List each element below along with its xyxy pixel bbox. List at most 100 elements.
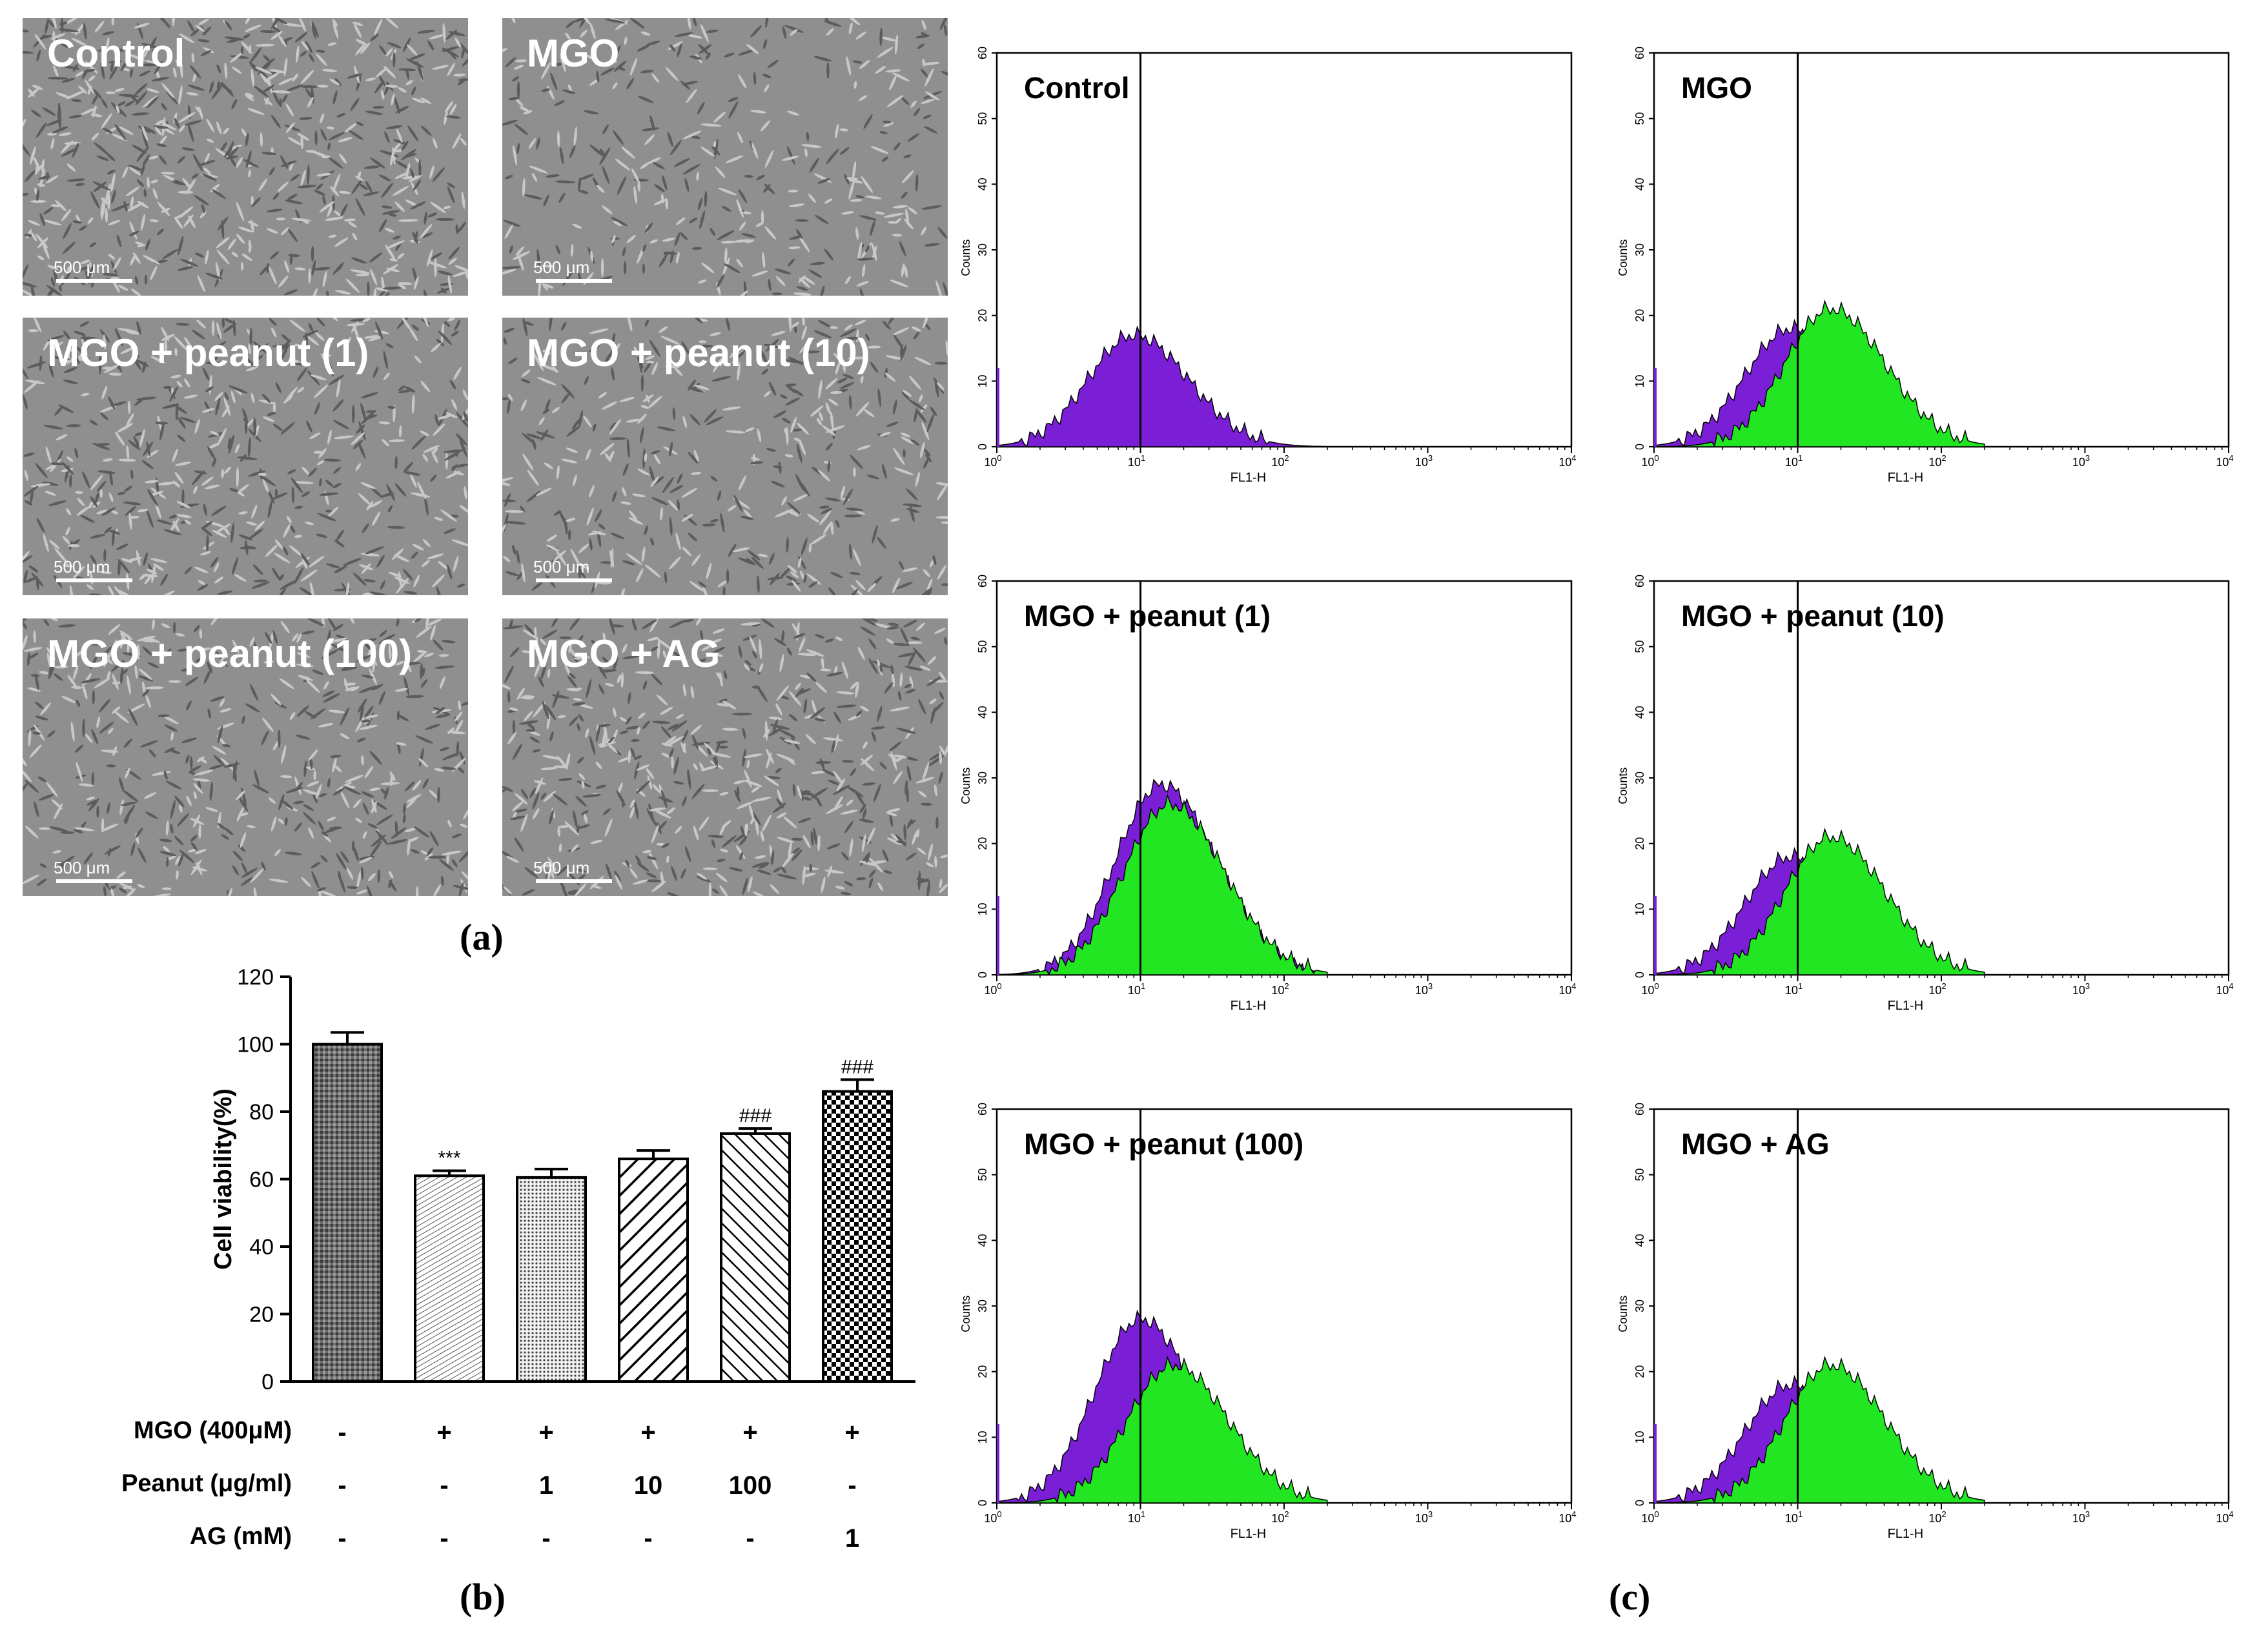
y-axis-label: Counts	[959, 768, 972, 804]
y-tick-label: 0	[976, 1500, 989, 1506]
treatment-cell: -	[746, 1524, 754, 1553]
y-axis-label: Counts	[959, 240, 972, 276]
treatment-cell: -	[440, 1471, 448, 1500]
cell-viability-bar-chart: 0 20 40 60 80 100 120 Cell viability(%) *** ### ##…	[121, 965, 915, 1553]
x-tick-label: 103	[1415, 453, 1433, 469]
y-tick-label: 30	[976, 1300, 989, 1312]
x-tick-label: 101	[1785, 1509, 1803, 1525]
y-tick-label: 40	[976, 706, 989, 719]
x-axis-label: FL1-H	[1231, 471, 1267, 485]
treatment-cell: -	[848, 1471, 856, 1500]
histogram-label: Control	[1024, 71, 1130, 105]
x-tick-label: 100	[1641, 981, 1659, 997]
treatment-cell: -	[338, 1524, 346, 1553]
x-tick-label: 101	[1128, 453, 1145, 469]
treated-histogram	[1653, 1355, 1985, 1504]
x-tick-label: 104	[2216, 981, 2233, 997]
y-tick-label: 100	[237, 1033, 274, 1057]
histogram-panel: 0 10 20 30 40 50 60 Counts 100 101 102 103 104 FL1-H M…	[1617, 46, 2234, 485]
y-tick-label: 60	[976, 1103, 989, 1116]
treatment-cell: 10	[634, 1471, 663, 1500]
y-tick-label: 60	[1633, 1103, 1646, 1116]
histogram-label: MGO + peanut (1)	[1024, 599, 1271, 633]
micrograph-panel: MGO + AG 500 μm	[502, 618, 948, 896]
y-tick-label: 40	[976, 1234, 989, 1247]
x-tick-label: 102	[1271, 453, 1289, 469]
treatment-cell: +	[742, 1418, 757, 1447]
histogram-panel: 0 10 20 30 40 50 60 Counts 100 101 102 103 104 FL1-H M…	[1617, 1103, 2234, 1541]
treatment-cell: -	[644, 1524, 652, 1553]
micrograph-panel: MGO + peanut (1) 500 μm	[23, 318, 468, 595]
scale-bar-label: 500 μm	[533, 858, 590, 877]
scale-bar	[536, 279, 612, 283]
treatment-cell: -	[440, 1524, 448, 1553]
histogram-label: MGO + AG	[1681, 1127, 1830, 1161]
y-tick-label: 50	[1633, 1168, 1646, 1181]
micrograph-label: Control	[47, 32, 185, 75]
scale-bar-label: 500 μm	[54, 557, 110, 576]
y-tick-label: 30	[1633, 1300, 1646, 1312]
x-tick-label: 103	[2072, 981, 2090, 997]
micrograph-label: MGO + peanut (1)	[47, 331, 369, 374]
y-tick-label: 30	[976, 243, 989, 256]
y-tick-label: 30	[976, 771, 989, 784]
scale-bar	[536, 578, 612, 582]
x-axis-label: FL1-H	[1888, 1527, 1924, 1541]
histogram-panel: 0 10 20 30 40 50 60 Counts 100 101 102 103 104 FL1-H M…	[959, 575, 1577, 1013]
micrograph-panel: MGO + peanut (100) 500 μm	[23, 618, 468, 896]
x-tick-label: 102	[1271, 1509, 1289, 1525]
y-tick-label: 60	[976, 46, 989, 59]
y-tick-label: 60	[976, 575, 989, 587]
x-tick-label: 103	[1415, 1509, 1433, 1525]
x-tick-label: 102	[1928, 981, 1946, 997]
y-axis-label: Counts	[1617, 240, 1629, 276]
treated-histogram	[996, 1355, 1328, 1504]
panel-letter-a: (a)	[460, 916, 504, 958]
cell-texture	[23, 318, 468, 595]
treatment-cell: -	[542, 1524, 550, 1553]
treatment-row-label: AG (mM)	[190, 1523, 292, 1550]
y-tick-label: 50	[1633, 112, 1646, 125]
y-tick-label: 60	[1633, 575, 1646, 587]
y-tick-label: 30	[1633, 243, 1646, 256]
bar	[516, 1176, 587, 1383]
y-tick-label: 10	[976, 1431, 989, 1443]
x-axis-label: FL1-H	[1231, 999, 1267, 1013]
y-tick-label: 40	[976, 178, 989, 190]
x-tick-label: 101	[1785, 453, 1803, 469]
x-tick-label: 103	[1415, 981, 1433, 997]
histogram-label: MGO + peanut (10)	[1681, 599, 1945, 633]
panel-letter-c: (c)	[1609, 1576, 1651, 1618]
treatment-cell: +	[538, 1418, 553, 1447]
y-tick-label: 20	[1633, 837, 1646, 850]
x-tick-label: 100	[1641, 1509, 1659, 1525]
x-tick-label: 100	[984, 1509, 1001, 1525]
y-tick-label: 10	[1633, 903, 1646, 915]
y-tick-label: 30	[1633, 771, 1646, 784]
x-tick-label: 102	[1271, 981, 1289, 997]
y-tick-label: 120	[237, 965, 274, 990]
significance-label: ###	[841, 1056, 873, 1077]
y-tick-label: 50	[976, 1168, 989, 1181]
y-tick-label: 20	[976, 309, 989, 322]
y-tick-label: 0	[1633, 972, 1646, 978]
treatment-cell: +	[640, 1418, 655, 1447]
y-tick-label: 60	[1633, 46, 1646, 59]
y-tick-label: 50	[1633, 640, 1646, 653]
y-tick-label: 0	[1633, 444, 1646, 450]
y-tick-label: 20	[249, 1303, 274, 1327]
y-tick-label: 10	[1633, 374, 1646, 387]
cell-texture	[23, 618, 468, 896]
y-axis-label: Cell viability(%)	[210, 1088, 237, 1270]
histogram-label: MGO + peanut (100)	[1024, 1127, 1303, 1161]
x-tick-label: 100	[1641, 453, 1659, 469]
micrograph-panel: MGO 500 μm	[502, 18, 948, 296]
treatment-cell: +	[436, 1418, 451, 1447]
x-tick-label: 101	[1128, 1509, 1145, 1525]
bar	[414, 1174, 485, 1383]
y-tick-label: 40	[1633, 1234, 1646, 1247]
histogram-panel: 0 10 20 30 40 50 60 Counts 100 101 102 103 104 FL1-H C…	[959, 46, 1577, 485]
x-tick-label: 101	[1128, 981, 1145, 997]
